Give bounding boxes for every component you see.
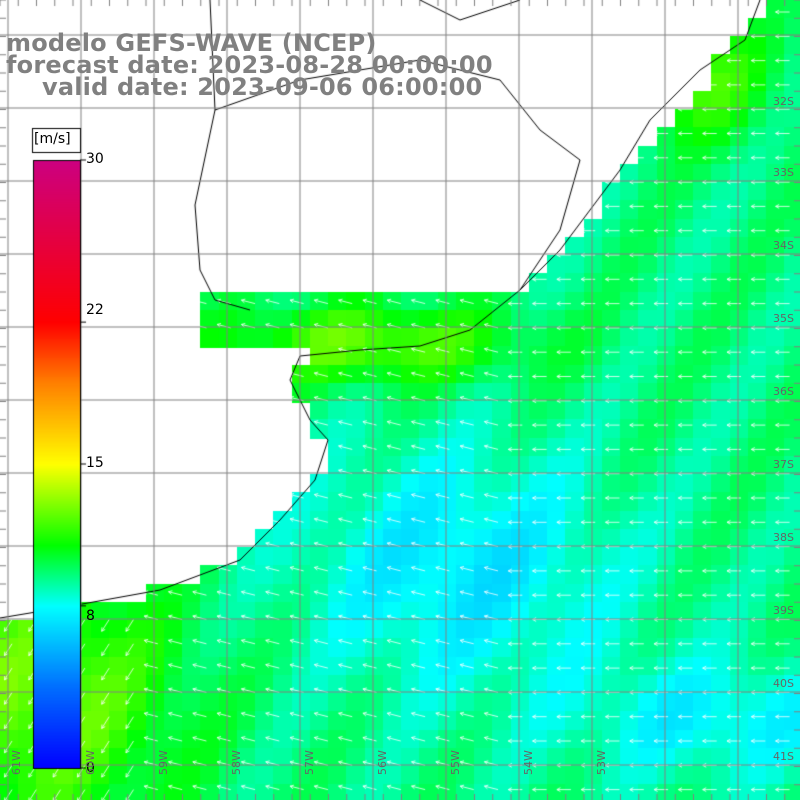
- lon-label: 59W: [157, 750, 170, 775]
- lat-label: 40S: [773, 677, 794, 690]
- lon-label: 58W: [230, 750, 243, 775]
- lat-label: 37S: [773, 458, 794, 471]
- lon-label: 55W: [449, 750, 462, 775]
- lat-label: 39S: [773, 604, 794, 617]
- colorbar-unit: [m/s]: [34, 131, 71, 147]
- lon-label: 56W: [376, 750, 389, 775]
- forecast-date: forecast date: 2023-08-28 00:00:00: [6, 51, 493, 79]
- model-title: modelo GEFS-WAVE (NCEP): [6, 29, 377, 57]
- colorbar-tick-22: 22: [86, 302, 104, 318]
- lat-label: 36S: [773, 385, 794, 398]
- lat-label: 38S: [773, 531, 794, 544]
- colorbar-tick-15: 15: [86, 455, 104, 471]
- lat-label: 32S: [773, 95, 794, 108]
- colorbar-tick-8: 8: [86, 608, 95, 624]
- colorbar-tick-0: 0: [86, 760, 95, 776]
- lon-label: 60W: [84, 750, 97, 775]
- lat-label: 34S: [773, 239, 794, 252]
- lat-label: 41S: [773, 750, 794, 763]
- colorbar-tick-30: 30: [86, 151, 104, 167]
- lon-label: 53W: [595, 750, 608, 775]
- lat-label: 33S: [773, 166, 794, 179]
- lon-label: 54W: [522, 750, 535, 775]
- lon-label: 61W: [10, 750, 23, 775]
- lon-label: 57W: [303, 750, 316, 775]
- lat-label: 35S: [773, 312, 794, 325]
- valid-date: valid date: 2023-09-06 06:00:00: [42, 73, 483, 101]
